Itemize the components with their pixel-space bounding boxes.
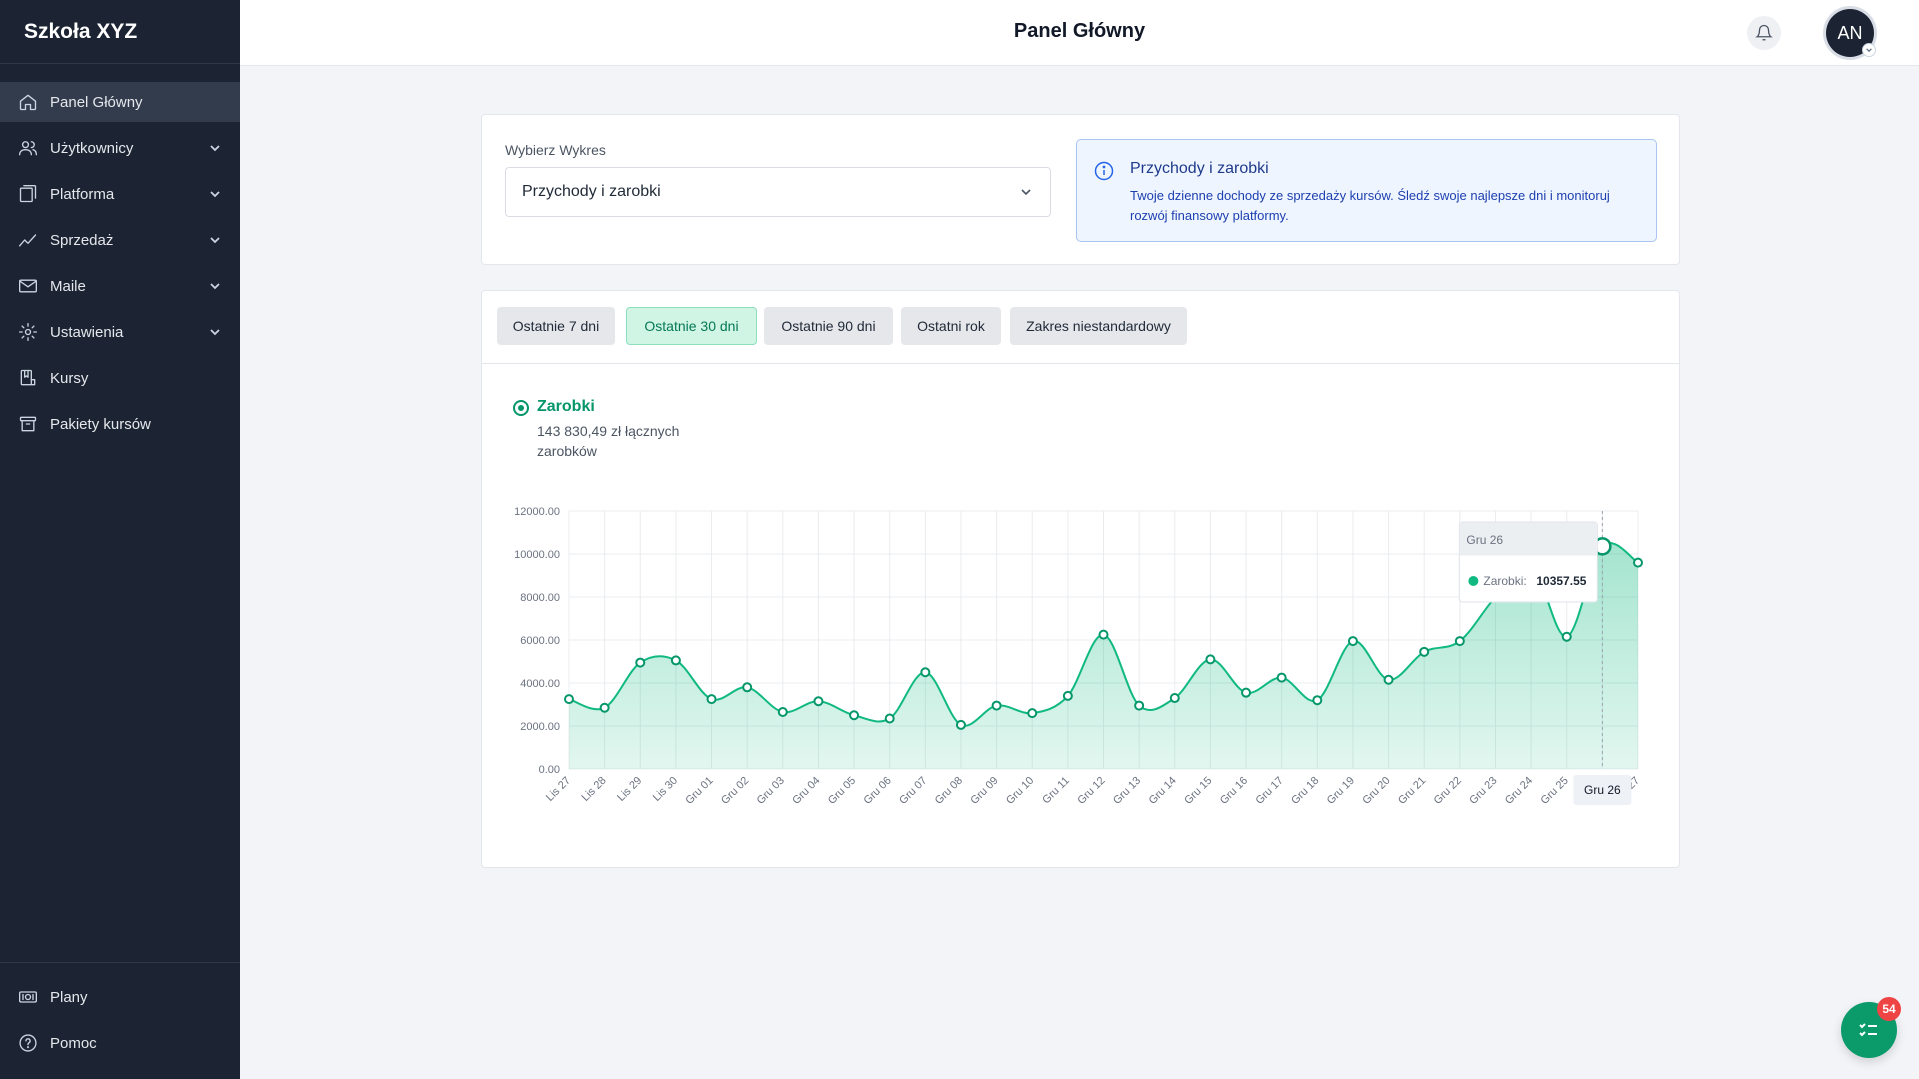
sidebar-item-label: Użytkownicy — [50, 139, 134, 157]
range-button-zakres-niestandardowy[interactable]: Zakres niestandardowy — [1010, 307, 1187, 345]
expand-chevron[interactable] — [208, 187, 222, 201]
sidebar-item-uzytkownicy[interactable]: Użytkownicy — [0, 128, 240, 168]
chevron-down-icon — [210, 191, 220, 198]
trend-icon-wrap — [18, 230, 38, 250]
chevron-down-icon — [210, 283, 220, 290]
expand-chevron[interactable] — [208, 141, 222, 155]
sidebar-item-label: Kursy — [50, 369, 89, 387]
sidebar-item-maile[interactable]: Maile — [0, 266, 240, 306]
sidebar-item-label: Maile — [50, 277, 86, 295]
money-icon-wrap — [18, 987, 38, 1007]
chevron-down-icon — [1021, 189, 1031, 196]
chart-select[interactable]: Przychody i zarobki — [505, 167, 1051, 217]
gear-icon-wrap — [18, 322, 38, 342]
chevron-down-icon — [210, 145, 220, 152]
info-title: Przychody i zarobki — [1130, 160, 1269, 177]
help-icon — [19, 1034, 37, 1052]
chevron-down-icon — [1866, 48, 1872, 53]
series-total: 143 830,49 zł łącznych zarobków — [537, 423, 680, 459]
page-title: Panel Główny — [1013, 20, 1146, 42]
sidebar-item-platforma[interactable]: Platforma — [0, 174, 240, 214]
avatar-menu-chevron[interactable] — [1862, 43, 1876, 57]
archive-icon — [19, 416, 37, 432]
mail-icon-wrap — [18, 276, 38, 296]
course-icon — [20, 369, 36, 386]
range-button-ostatni-rok[interactable]: Ostatni rok — [901, 307, 1001, 345]
sidebar-item-label: Pakiety kursów — [50, 415, 151, 433]
series-name: Zarobki — [537, 398, 595, 415]
help-icon-wrap — [18, 1033, 38, 1053]
sidebar: Szkoła XYZ Panel Główny Użytkownicy Plat… — [0, 0, 240, 1079]
info-icon — [1094, 161, 1114, 181]
brand-title[interactable]: Szkoła XYZ — [0, 0, 240, 64]
select-label: Wybierz Wykres — [505, 142, 606, 158]
layers-icon — [19, 185, 37, 203]
mail-icon — [19, 279, 37, 293]
layers-icon-wrap — [18, 184, 38, 204]
sidebar-item-ustawienia[interactable]: Ustawienia — [0, 312, 240, 352]
checklist-icon — [1859, 1023, 1877, 1037]
sidebar-item-label: Plany — [50, 988, 88, 1006]
expand-chevron[interactable] — [208, 279, 222, 293]
info-text: Twoje dzienne dochody ze sprzedaży kursó… — [1130, 188, 1610, 223]
sidebar-item-kursy[interactable]: Kursy — [0, 358, 240, 398]
sidebar-item-pakiety-kursow[interactable]: Pakiety kursów — [0, 404, 240, 444]
money-icon — [19, 991, 37, 1003]
sidebar-nav: Panel Główny Użytkownicy Platforma Sprze… — [0, 64, 240, 444]
range-button-ostatnie-90-dni[interactable]: Ostatnie 90 dni — [764, 307, 893, 345]
chevron-down-icon — [210, 329, 220, 336]
notifications-button[interactable] — [1747, 16, 1781, 50]
sidebar-item-label: Sprzedaż — [50, 231, 114, 249]
range-button-ostatnie-30-dni[interactable]: Ostatnie 30 dni — [626, 307, 757, 345]
sidebar-item-sprzedaz[interactable]: Sprzedaż — [0, 220, 240, 260]
chart-select-value: Przychody i zarobki — [522, 183, 661, 200]
sidebar-item-label: Pomoc — [50, 1034, 97, 1052]
sidebar-item-panel-glowny[interactable]: Panel Główny — [0, 82, 240, 122]
chevron-down-icon — [210, 237, 220, 244]
sidebar-item-label: Ustawienia — [50, 323, 124, 341]
range-button-ostatnie-7-dni[interactable]: Ostatnie 7 dni — [497, 307, 615, 345]
archive-icon-wrap — [18, 414, 38, 434]
sidebar-bottom: Plany Pomoc — [0, 962, 240, 1079]
trend-icon — [19, 234, 37, 247]
sidebar-item-pomoc[interactable]: Pomoc — [0, 1023, 240, 1063]
info-box: Przychody i zarobki Twoje dzienne dochod… — [1076, 139, 1657, 242]
sidebar-item-label: Panel Główny — [50, 93, 143, 111]
course-icon-wrap — [18, 368, 38, 388]
range-buttons: Ostatnie 7 dni Ostatnie 30 dni Ostatnie 90… — [482, 291, 1679, 364]
chart-selector-card: Wybierz Wykres Przychody i zarobki Przyc… — [481, 114, 1680, 265]
home-icon-wrap — [18, 92, 38, 112]
top-header: Panel Główny AN — [240, 0, 1919, 66]
series-radio[interactable] — [513, 400, 529, 416]
sidebar-item-plany[interactable]: Plany — [0, 977, 240, 1017]
chart-card: Ostatnie 7 dni Ostatnie 30 dni Ostatnie 90… — [481, 290, 1680, 868]
home-icon — [19, 94, 37, 111]
expand-chevron[interactable] — [208, 233, 222, 247]
bell-icon — [1755, 24, 1773, 41]
gear-icon — [19, 323, 37, 341]
expand-chevron[interactable] — [208, 325, 222, 339]
users-icon-wrap — [18, 138, 38, 158]
notification-badge: 54 — [1877, 997, 1901, 1021]
users-icon — [19, 141, 37, 156]
sidebar-item-label: Platforma — [50, 185, 115, 203]
